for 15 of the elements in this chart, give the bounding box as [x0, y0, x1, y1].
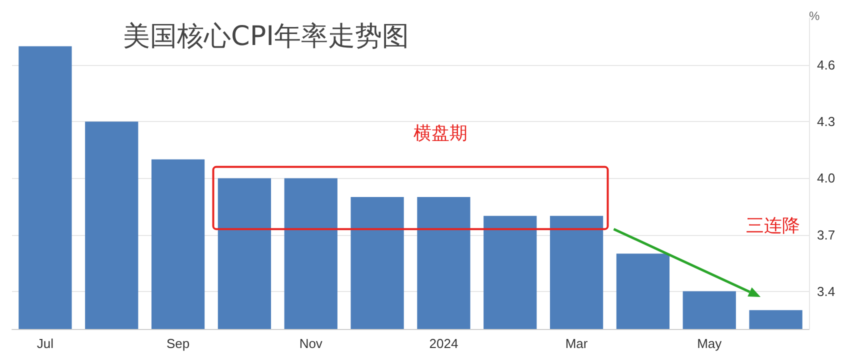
- chart-title: 美国核心CPI年率走势图: [123, 21, 410, 52]
- y-axis-title: %: [809, 9, 820, 23]
- x-tick-label: Nov: [299, 336, 323, 351]
- x-tick-label: Jul: [36, 336, 54, 351]
- x-tick-label: May: [697, 336, 722, 351]
- x-tick-label: 2024: [429, 336, 458, 351]
- y-tick-label: 3.7: [817, 227, 836, 242]
- y-tick-label: 3.4: [817, 284, 836, 299]
- y-tick-label: 4.3: [817, 114, 836, 130]
- x-tick-label: Sep: [166, 336, 190, 351]
- y-tick-label: 4.6: [817, 58, 836, 73]
- y-tick-label: 4.0: [817, 170, 836, 186]
- annotation: 三连降: [746, 216, 800, 237]
- x-tick-label: Mar: [565, 336, 588, 351]
- annotation: 横盘期: [414, 123, 468, 144]
